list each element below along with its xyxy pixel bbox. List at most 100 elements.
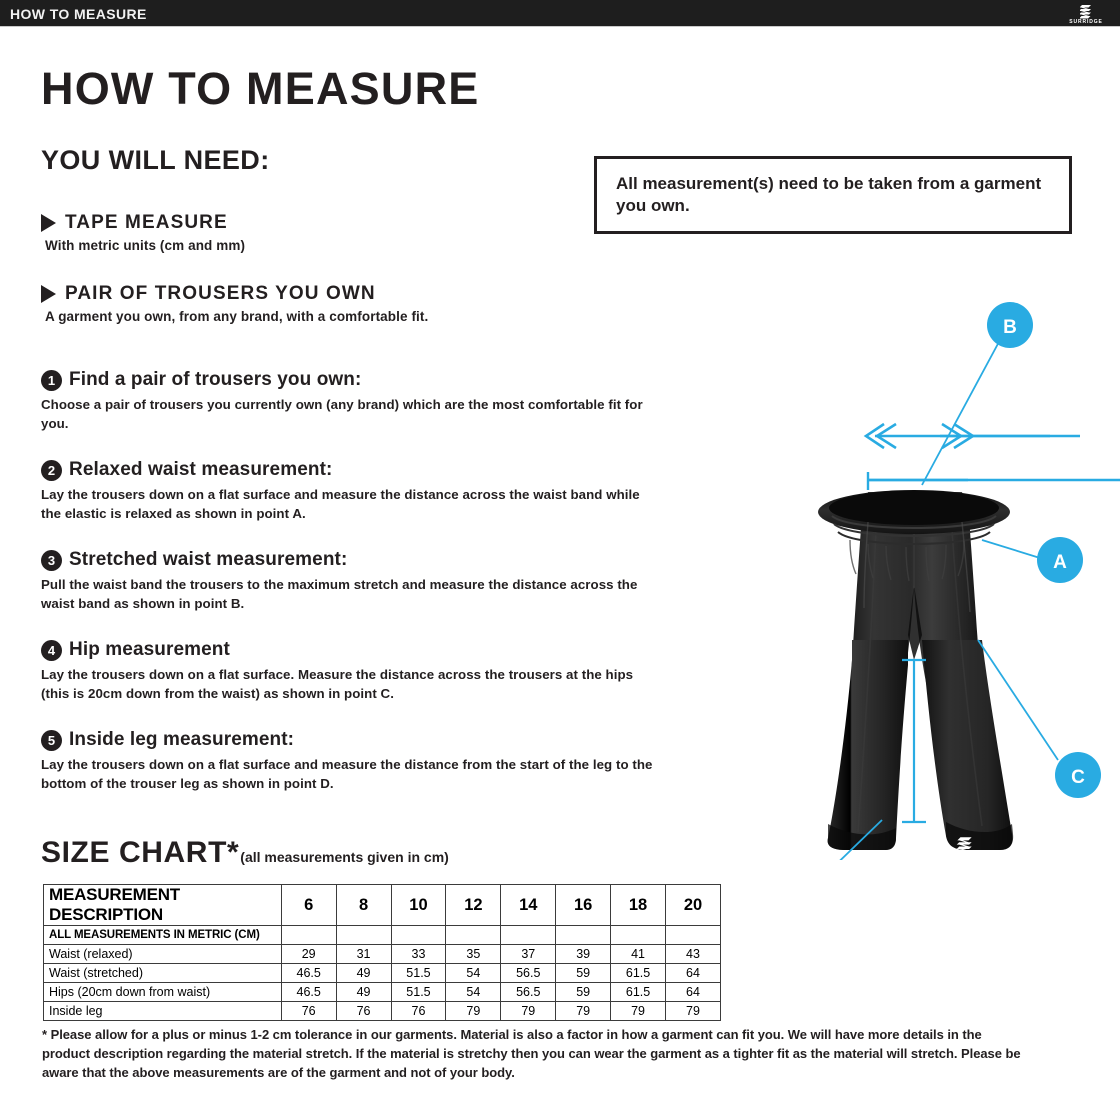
size-chart-table: MEASUREMENT DESCRIPTION 6 8 10 12 14 16 … bbox=[43, 884, 721, 1021]
empty-cell bbox=[500, 925, 557, 945]
cell-value: 51.5 bbox=[390, 982, 447, 1002]
cell-value: 43 bbox=[665, 944, 721, 964]
callout-leader-lines bbox=[839, 339, 1059, 860]
surridge-s-logo-icon bbox=[1079, 4, 1091, 18]
step-body: Lay the trousers down on a flat surface.… bbox=[41, 667, 634, 701]
row-label: Waist (relaxed) bbox=[43, 944, 282, 964]
need-item-desc: With metric units (cm and mm) bbox=[45, 238, 246, 253]
inside-leg-measure-line bbox=[902, 658, 926, 824]
triangle-bullet-icon bbox=[41, 285, 56, 303]
cell-value: 49 bbox=[335, 982, 392, 1002]
col-header-size: 20 bbox=[665, 884, 721, 926]
col-header-size: 14 bbox=[500, 884, 557, 926]
page-title: HOW TO MEASURE bbox=[41, 63, 480, 114]
step-number-badge: 5 bbox=[41, 729, 62, 751]
cell-value: 35 bbox=[445, 944, 502, 964]
cell-value: 51.5 bbox=[390, 963, 447, 983]
empty-cell bbox=[390, 925, 447, 945]
garment-brand-print: SURRIDGE bbox=[956, 837, 972, 854]
step-body: Lay the trousers down on a flat surface … bbox=[41, 487, 640, 521]
empty-cell bbox=[665, 925, 721, 945]
table-row: Waist (stretched) 46.5 49 51.5 54 56.5 5… bbox=[43, 963, 721, 983]
step-number-badge: 3 bbox=[41, 549, 62, 571]
cell-value: 61.5 bbox=[610, 982, 667, 1002]
brand-wordmark: SURRIDGE bbox=[1069, 18, 1103, 25]
cell-value: 49 bbox=[335, 963, 392, 983]
size-chart-subtitle: (all measurements given in cm) bbox=[240, 849, 449, 865]
col-header-description: MEASUREMENT DESCRIPTION bbox=[43, 884, 282, 926]
step-number-badge: 1 bbox=[41, 369, 62, 391]
cell-value: 37 bbox=[500, 944, 557, 964]
col-header-size: 10 bbox=[390, 884, 447, 926]
cell-value: 79 bbox=[610, 1001, 667, 1021]
cell-value: 46.5 bbox=[280, 982, 337, 1002]
cell-value: 76 bbox=[335, 1001, 392, 1021]
cell-value: 29 bbox=[280, 944, 337, 964]
cell-value: 64 bbox=[665, 982, 721, 1002]
row-label: Waist (stretched) bbox=[43, 963, 282, 983]
cell-value: 59 bbox=[555, 982, 612, 1002]
step-5: 5 Inside leg measurement: Lay the trouse… bbox=[41, 729, 661, 794]
table-row: Hips (20cm down from waist) 46.5 49 51.5… bbox=[43, 982, 721, 1002]
step-title: Stretched waist measurement: bbox=[69, 549, 348, 570]
step-title: Find a pair of trousers you own: bbox=[69, 369, 362, 390]
step-2: 2 Relaxed waist measurement: Lay the tro… bbox=[41, 459, 661, 524]
row-label: Hips (20cm down from waist) bbox=[43, 982, 282, 1002]
callout-c: C bbox=[1055, 752, 1101, 798]
cell-value: 64 bbox=[665, 963, 721, 983]
notice-text: All measurement(s) need to be taken from… bbox=[616, 174, 1042, 216]
step-title: Hip measurement bbox=[69, 639, 230, 660]
step-body: Pull the waist band the trousers to the … bbox=[41, 577, 638, 611]
table-row-metric-note: ALL MEASUREMENTS IN METRIC (CM) bbox=[43, 925, 721, 945]
step-body: Choose a pair of trousers you currently … bbox=[41, 397, 643, 431]
need-item-trousers: PAIR OF TROUSERS YOU OWN A garment you o… bbox=[41, 283, 428, 324]
trousers-illustration bbox=[818, 490, 1014, 850]
cell-value: 46.5 bbox=[280, 963, 337, 983]
table-header-row: MEASUREMENT DESCRIPTION 6 8 10 12 14 16 … bbox=[43, 884, 721, 926]
cell-value: 33 bbox=[390, 944, 447, 964]
cell-value: 41 bbox=[610, 944, 667, 964]
need-item-tape-measure: TAPE MEASURE With metric units (cm and m… bbox=[41, 212, 245, 253]
you-will-need-heading: YOU WILL NEED: bbox=[41, 145, 270, 175]
table-row: Waist (relaxed) 29 31 33 35 37 39 41 43 bbox=[43, 944, 721, 964]
empty-cell bbox=[445, 925, 502, 945]
brand-logo: SURRIDGE bbox=[1060, 2, 1112, 26]
row-label: Inside leg bbox=[43, 1001, 282, 1021]
cell-value: 54 bbox=[445, 982, 502, 1002]
callout-b-label: B bbox=[1003, 317, 1017, 338]
step-number-badge: 4 bbox=[41, 639, 62, 661]
empty-cell bbox=[610, 925, 667, 945]
notice-box: All measurement(s) need to be taken from… bbox=[594, 156, 1072, 234]
empty-cell bbox=[280, 925, 337, 945]
callout-a: A bbox=[1037, 537, 1083, 583]
step-1: 1 Find a pair of trousers you own: Choos… bbox=[41, 369, 661, 434]
col-header-size: 12 bbox=[445, 884, 502, 926]
cell-value: 61.5 bbox=[610, 963, 667, 983]
callout-b: B bbox=[987, 302, 1033, 348]
callout-a-label: A bbox=[1053, 552, 1067, 573]
col-header-size: 8 bbox=[335, 884, 392, 926]
need-item-title: PAIR OF TROUSERS YOU OWN bbox=[65, 283, 376, 304]
step-3: 3 Stretched waist measurement: Pull the … bbox=[41, 549, 661, 614]
cell-value: 79 bbox=[555, 1001, 612, 1021]
callout-c-label: C bbox=[1071, 767, 1085, 788]
metric-note-cell: ALL MEASUREMENTS IN METRIC (CM) bbox=[43, 925, 282, 945]
measurement-arrows bbox=[863, 422, 1120, 490]
step-title: Inside leg measurement: bbox=[69, 729, 295, 750]
col-header-size: 6 bbox=[280, 884, 337, 926]
cell-value: 79 bbox=[665, 1001, 721, 1021]
cell-value: 56.5 bbox=[500, 982, 557, 1002]
footnote-text: * Please allow for a plus or minus 1-2 c… bbox=[42, 1027, 1021, 1080]
col-header-size: 18 bbox=[610, 884, 667, 926]
empty-cell bbox=[335, 925, 392, 945]
step-number-badge: 2 bbox=[41, 459, 62, 481]
header-title: HOW TO MEASURE bbox=[10, 6, 147, 22]
cell-value: 39 bbox=[555, 944, 612, 964]
step-4: 4 Hip measurement Lay the trousers down … bbox=[41, 639, 661, 704]
need-item-title: TAPE MEASURE bbox=[65, 212, 228, 233]
table-row: Inside leg 76 76 76 79 79 79 79 79 bbox=[43, 1001, 721, 1021]
cell-value: 31 bbox=[335, 944, 392, 964]
size-chart-title: SIZE CHART* bbox=[41, 836, 240, 869]
size-chart-heading: SIZE CHART* (all measurements given in c… bbox=[41, 836, 449, 870]
